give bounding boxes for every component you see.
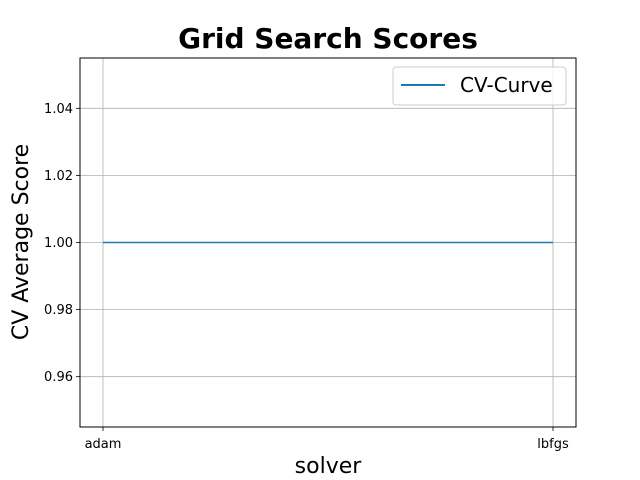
y-tick-label: 1.00	[44, 236, 73, 251]
y-axis-label: CV Average Score	[9, 144, 34, 340]
x-tick-label: lbfgs	[537, 437, 569, 452]
x-tick-label: adam	[85, 437, 122, 452]
y-tick-label: 1.02	[44, 169, 73, 184]
legend: CV-Curve	[392, 66, 567, 106]
x-axis-label: solver	[295, 454, 363, 479]
y-tick-label: 0.98	[44, 303, 73, 318]
x-axis: adam lbfgs	[85, 427, 569, 452]
y-tick-label: 0.96	[44, 370, 73, 385]
legend-label-cv-curve: CV-Curve	[460, 73, 553, 97]
chart-title: Grid Search Scores	[178, 22, 478, 55]
y-axis: 0.96 0.98 1.00 1.02 1.04	[44, 102, 80, 385]
legend-box	[392, 66, 567, 106]
y-tick-label: 1.04	[44, 102, 73, 117]
